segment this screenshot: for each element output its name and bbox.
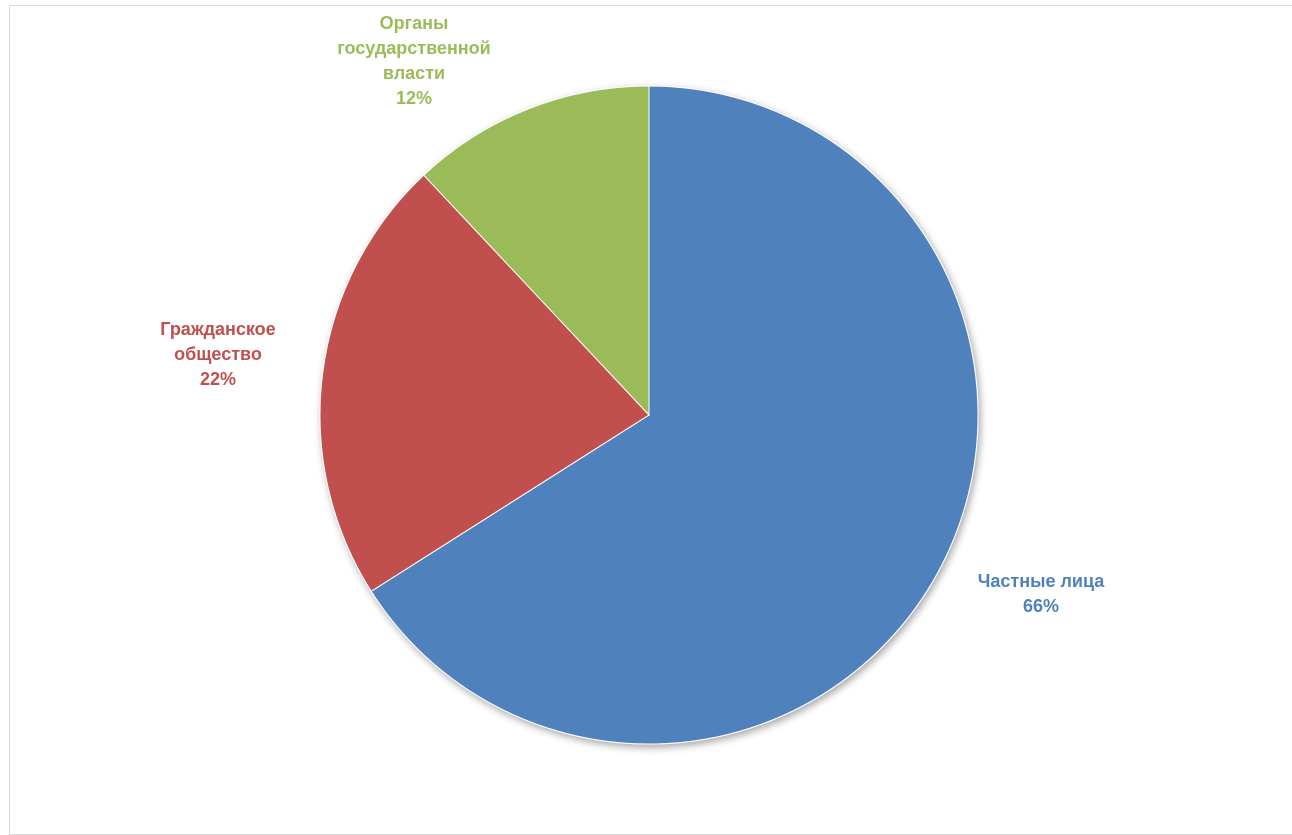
data-label-percent: 66% xyxy=(1023,596,1059,616)
data-label-1: Частные лица 66% xyxy=(978,571,1106,616)
pie-slice-3 xyxy=(423,85,650,417)
data-label-category: власти xyxy=(383,63,445,83)
data-label-category: Частные лица xyxy=(978,571,1106,591)
pie-data-labels: Частные лица 66% Гражданское общество 22% Орг… xyxy=(160,13,1105,616)
pie-slice-1 xyxy=(370,85,979,745)
data-label-category: государственной xyxy=(337,38,491,58)
data-label-3: Органы государственной власти 12% xyxy=(337,13,491,108)
data-label-percent: 22% xyxy=(200,369,236,389)
data-label-category: общество xyxy=(174,344,262,364)
data-label-category: Гражданское xyxy=(160,319,275,339)
pie-slice-2 xyxy=(319,174,650,592)
data-label-category: Органы xyxy=(380,13,449,33)
pie-slices xyxy=(319,85,979,745)
data-label-percent: 12% xyxy=(396,88,432,108)
data-label-2: Гражданское общество 22% xyxy=(160,319,275,389)
